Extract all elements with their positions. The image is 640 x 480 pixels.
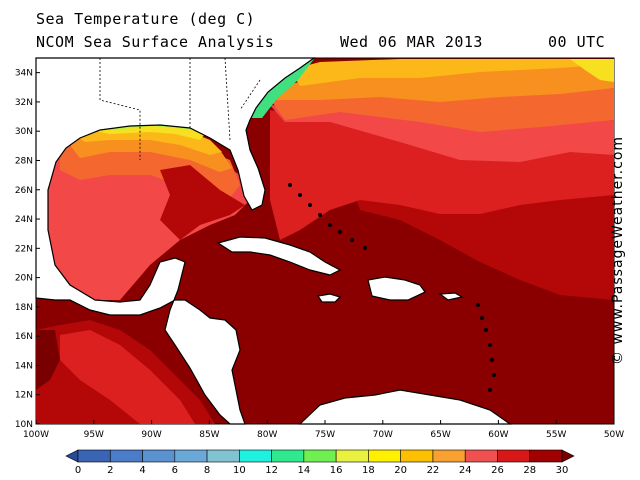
pacific-24-26 [60, 330, 195, 424]
color-scale-label: 24 [459, 465, 472, 476]
longitude-label: 90W [141, 430, 161, 440]
latitude-label: 18N [15, 303, 33, 313]
color-scale-cell [368, 449, 401, 463]
color-scale-cell [174, 449, 208, 463]
latitude-label: 10N [15, 420, 33, 430]
longitude-label: 85W [199, 430, 219, 440]
color-scale-label: 14 [297, 465, 310, 476]
color-scale-labels: 0 2 4 6 8 10 12 14 16 18 20 22 24 26 28 30 [75, 465, 569, 476]
credit-watermark: © www.PassageWeather.com [610, 135, 626, 365]
color-scale-label: 8 [204, 465, 210, 476]
latitude-label: 24N [15, 215, 33, 225]
longitude-label: 65W [430, 430, 450, 440]
color-scale-label: 10 [233, 465, 246, 476]
color-scale-label: 30 [556, 465, 569, 476]
zone-24-26 [270, 110, 614, 240]
zone-26-28 [350, 180, 614, 300]
color-scale-label: 16 [330, 465, 343, 476]
color-scale-cell [142, 449, 176, 463]
land-jamaica [316, 293, 342, 303]
longitude-label: 80W [257, 430, 277, 440]
color-scale-label: 28 [523, 465, 536, 476]
zone-22-24 [270, 105, 614, 162]
color-scale-label: 26 [491, 465, 504, 476]
zone-14-16 [570, 59, 614, 82]
color-scale-cell [303, 449, 337, 463]
latitude-label: 32N [15, 98, 33, 108]
color-scale-cell [497, 449, 531, 463]
zone-20-22 [268, 88, 614, 132]
longitude-label: 100W [23, 430, 49, 440]
map-subtitle: NCOM Sea Surface Analysis [36, 33, 275, 51]
color-scale-cell [271, 449, 305, 463]
pacific-28-30 [36, 330, 60, 390]
color-scale-cell [432, 449, 466, 463]
color-scale-label: 20 [394, 465, 407, 476]
valid-time: 00 UTC [548, 33, 606, 51]
latitude-labels: 34N 32N 30N 28N 26N 24N 22N 20N 18N 16N 14N 12N 10N [15, 69, 40, 430]
latitude-label: 26N [15, 186, 33, 196]
color-scale-cells [65, 449, 575, 463]
map-title: Sea Temperature (deg C) [36, 10, 256, 28]
color-scale-cell [561, 449, 575, 463]
color-scale-cell [529, 449, 563, 463]
valid-date: Wed 06 MAR 2013 [340, 33, 483, 51]
longitude-labels: 100W 95W 90W 85W 80W 75W 70W 65W 60W 55W 50W [23, 420, 624, 440]
color-scale-cell [206, 449, 240, 463]
zone-10-12 [250, 59, 314, 118]
longitude-label: 70W [373, 430, 393, 440]
longitude-label: 95W [84, 430, 104, 440]
latitude-label: 14N [15, 361, 33, 371]
zone-18-20 [262, 62, 614, 102]
color-scale-label: 22 [427, 465, 440, 476]
color-scale-cell [464, 449, 498, 463]
latitude-label: 12N [15, 391, 33, 401]
gulf-26-28 [160, 165, 245, 240]
color-scale-label: 0 [75, 465, 81, 476]
zone-16-18 [290, 59, 614, 86]
latitude-label: 20N [15, 274, 33, 284]
latitude-label: 30N [15, 127, 33, 137]
latitude-label: 22N [15, 244, 33, 254]
color-scale-bar: 0 2 4 6 8 10 12 14 16 18 20 22 24 26 28 30 [65, 449, 575, 476]
color-scale-cell [400, 449, 434, 463]
latitude-label: 28N [15, 156, 33, 166]
island-chain [288, 183, 496, 392]
color-scale-label: 4 [139, 465, 145, 476]
latitude-label: 34N [15, 69, 33, 79]
sea-temperature-map: 34N32N30N28N26N24N22N20N18N16N14N12N10N … [15, 57, 624, 440]
color-scale-cell [239, 449, 272, 463]
land-puerto-rico [438, 292, 464, 301]
color-scale-label: 18 [362, 465, 375, 476]
longitude-label: 50W [604, 430, 624, 440]
color-scale-cell [65, 449, 79, 463]
land-north-america [35, 57, 316, 425]
color-scale-label: 2 [107, 465, 113, 476]
land-hispaniola [367, 276, 426, 301]
color-scale-cell [77, 449, 111, 463]
longitude-label: 55W [546, 430, 566, 440]
color-scale-cell [335, 449, 369, 463]
longitude-label: 75W [315, 430, 335, 440]
color-scale-cell [109, 449, 143, 463]
state-borders [99, 57, 261, 160]
color-scale-label: 6 [172, 465, 178, 476]
land-cuba [216, 236, 342, 276]
landmasses [35, 57, 512, 425]
longitude-label: 60W [488, 430, 508, 440]
land-south-america [298, 389, 512, 425]
color-scale-label: 12 [265, 465, 278, 476]
latitude-label: 16N [15, 332, 33, 342]
